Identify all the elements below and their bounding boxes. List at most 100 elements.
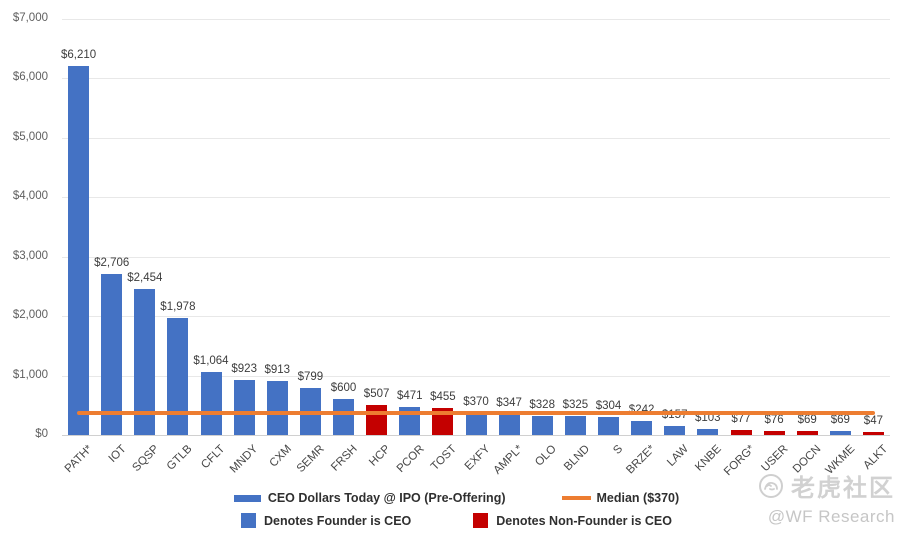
y-tick-label: $5,000	[12, 130, 48, 143]
value-label-FORG*: $77	[731, 413, 751, 426]
gridline	[62, 256, 890, 258]
tiger-logo-icon	[759, 473, 783, 498]
value-label-S: $304	[595, 399, 622, 412]
legend-item-median: Median ($370)	[561, 491, 680, 505]
bar-HCP	[366, 404, 388, 435]
y-tick-label: $4,000	[12, 190, 48, 203]
bar-WKME	[829, 430, 851, 435]
gridline	[62, 316, 890, 318]
bar-IOT	[101, 274, 123, 435]
y-tick-label: $1,000	[12, 368, 48, 381]
x-tick-label-BRZE*: BRZE*	[624, 443, 659, 477]
value-label-WKME: $69	[830, 413, 850, 426]
value-label-EXFY: $370	[463, 396, 489, 408]
median-legend-label: Median ($370)	[596, 491, 680, 505]
gridline	[62, 78, 890, 80]
gridline	[62, 375, 890, 377]
bar-DOCN	[796, 430, 818, 435]
value-label-OLO: $328	[529, 398, 555, 411]
value-label-SEMR: $799	[297, 370, 324, 383]
x-axis-baseline	[62, 435, 890, 436]
legend-item-series: CEO Dollars Today @ IPO (Pre-Offering)	[233, 491, 506, 505]
legend-row-ceo-type: Denotes Founder is CEO Denotes Non-Found…	[0, 513, 913, 528]
median-line	[76, 411, 876, 415]
bar-SQSP	[134, 289, 156, 435]
bar-OLO	[531, 415, 553, 435]
x-tick-label-PCOR: PCOR	[394, 443, 427, 475]
value-label-TOST: $455	[430, 391, 456, 403]
x-tick-label-SQSP: SQSP	[130, 443, 162, 475]
x-tick-label-BLND: BLND	[561, 443, 592, 474]
bar-MNDY	[233, 380, 255, 435]
x-tick-label-CXM: CXM	[267, 443, 294, 470]
x-tick-label-PATH*: PATH*	[62, 443, 96, 476]
value-label-PCOR: $471	[397, 390, 423, 402]
x-tick-label-CFLT: CFLT	[199, 443, 228, 472]
bar-FORG*	[730, 430, 752, 435]
nonfounder-swatch	[473, 513, 489, 528]
median-swatch	[561, 496, 591, 500]
value-label-AMPL*: $347	[496, 397, 522, 410]
x-tick-label-FORG*: FORG*	[722, 443, 758, 479]
x-tick-label-LAW: LAW	[665, 443, 692, 469]
x-tick-label-EXFY: EXFY	[462, 443, 493, 473]
y-tick-label: $7,000	[12, 12, 48, 24]
value-label-MNDY: $923	[231, 363, 257, 376]
watermark-community-name: 老虎社区	[791, 475, 895, 502]
y-tick-label: $6,000	[12, 71, 48, 84]
x-tick-label-SEMR: SEMR	[294, 443, 327, 475]
bar-ALKT	[862, 432, 884, 435]
bar-CFLT	[200, 371, 222, 435]
series-swatch	[233, 494, 261, 502]
y-tick-label: $3,000	[12, 249, 48, 262]
x-tick-label-AMPL*: AMPL*	[491, 443, 526, 477]
series-legend-label: CEO Dollars Today @ IPO (Pre-Offering)	[267, 491, 506, 505]
value-label-FRSH: $600	[330, 382, 357, 395]
value-label-DOCN: $69	[797, 413, 817, 426]
founder-legend-label: Denotes Founder is CEO	[264, 513, 412, 528]
value-label-BLND: $325	[562, 398, 589, 411]
x-tick-label-MNDY: MNDY	[228, 443, 261, 476]
gridline	[62, 137, 890, 139]
bar-AMPL*	[498, 414, 520, 435]
bar-GTLB	[167, 317, 189, 435]
bar-S	[598, 416, 619, 435]
value-label-ALKT: $47	[863, 415, 883, 428]
bar-CXM	[266, 380, 288, 435]
value-label-HCP: $507	[363, 387, 390, 400]
watermark: 老虎社区 @WF Research	[758, 468, 895, 527]
bar-USER	[763, 430, 785, 435]
nonfounder-legend-label: Denotes Non-Founder is CEO	[496, 513, 672, 528]
bar-FRSH	[333, 399, 354, 435]
x-tick-label-IOT: IOT	[106, 443, 129, 466]
y-tick-label: $2,000	[12, 309, 48, 322]
x-tick-label-HCP: HCP	[367, 443, 394, 469]
bar-KNBE	[697, 428, 719, 435]
legend-item-nonfounder: Denotes Non-Founder is CEO	[473, 513, 672, 528]
x-tick-label-KNBE: KNBE	[693, 443, 725, 474]
value-label-IOT: $2,706	[94, 257, 130, 270]
value-label-SQSP: $2,454	[127, 272, 163, 285]
bar-LAW	[664, 425, 686, 435]
x-tick-label-S: S	[611, 443, 625, 457]
bar-EXFY	[465, 413, 487, 435]
y-tick-label: $0	[35, 428, 48, 440]
bar-PATH*	[68, 65, 90, 435]
legend-row-series: CEO Dollars Today @ IPO (Pre-Offering) M…	[0, 491, 913, 505]
gridline	[62, 197, 890, 199]
x-tick-label-TOST: TOST	[429, 443, 460, 474]
x-tick-label-GTLB: GTLB	[164, 443, 195, 473]
value-label-GTLB: $1,978	[160, 300, 196, 313]
x-tick-label-FRSH: FRSH	[329, 443, 360, 474]
gridline	[62, 19, 890, 20]
x-tick-label-OLO: OLO	[533, 443, 559, 469]
founder-swatch	[241, 513, 257, 528]
value-label-USER: $76	[764, 413, 784, 426]
bar-BRZE*	[631, 420, 653, 435]
legend-item-founder: Denotes Founder is CEO	[241, 513, 411, 528]
value-label-PATH*: $6,210	[61, 48, 97, 61]
value-label-CFLT: $1,064	[193, 354, 229, 367]
bar-BLND	[564, 415, 586, 435]
value-label-CXM: $913	[264, 363, 291, 376]
